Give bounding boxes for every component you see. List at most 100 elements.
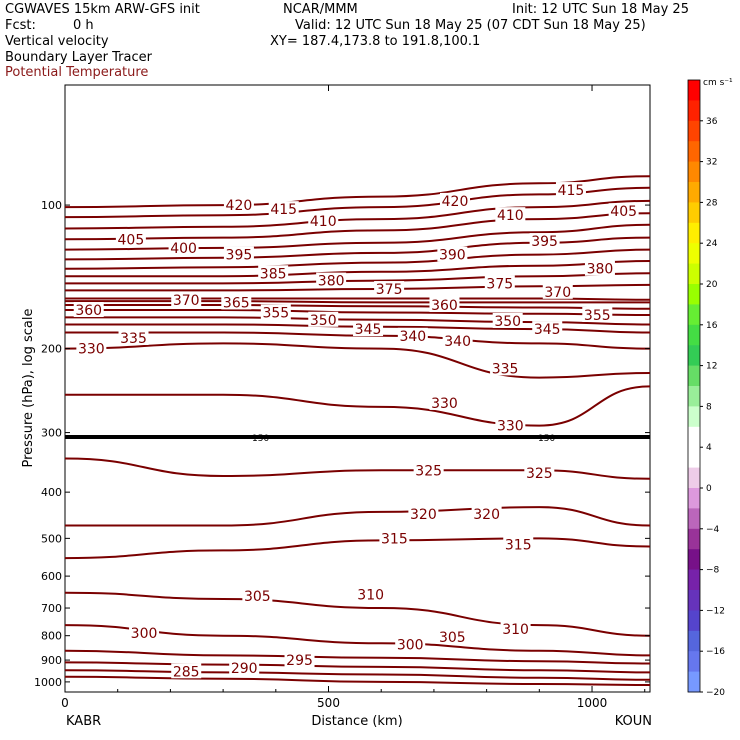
colorbar-label: 8 bbox=[706, 402, 712, 412]
contour-label-420: 420 bbox=[442, 194, 469, 210]
contour-label-bg bbox=[495, 417, 526, 433]
colorbar-label: 20 bbox=[706, 280, 718, 290]
contour-label-340: 340 bbox=[399, 329, 426, 345]
contour-label-bg bbox=[353, 321, 384, 337]
theta-contour-320 bbox=[64, 506, 651, 527]
contour-label-355: 355 bbox=[584, 308, 611, 324]
colorbar-label: 28 bbox=[706, 198, 718, 208]
colorbar-label: −8 bbox=[706, 566, 720, 576]
contour-group bbox=[64, 175, 651, 686]
model-title: CGWAVES 15km ARW-GFS init bbox=[5, 2, 200, 17]
contour-label-285: 285 bbox=[173, 664, 200, 680]
contour-label-405: 405 bbox=[610, 204, 637, 220]
theta-contour-310 bbox=[64, 591, 651, 637]
colorbar-swatch bbox=[688, 182, 700, 203]
x-tick-label: 500 bbox=[317, 696, 340, 710]
colorbar-swatch bbox=[688, 80, 700, 101]
y-tick-label: 100 bbox=[41, 199, 62, 212]
y-tick-label: 200 bbox=[41, 343, 62, 356]
colorbar-swatch bbox=[688, 488, 700, 509]
field-potential-temperature: Potential Temperature bbox=[5, 65, 149, 80]
colorbar-swatch bbox=[688, 243, 700, 265]
contour-label-350: 350 bbox=[494, 314, 521, 330]
colorbar-label: 32 bbox=[706, 158, 717, 168]
contour-label-310: 310 bbox=[357, 587, 384, 603]
contour-label-405: 405 bbox=[118, 232, 145, 248]
left-endpoint-label: KABR bbox=[66, 714, 101, 729]
colorbar-swatch bbox=[688, 508, 700, 530]
contour-label-bg bbox=[440, 192, 470, 208]
contour-label-415: 415 bbox=[270, 202, 297, 218]
contour-label-bg bbox=[316, 272, 347, 288]
theta-contour-355 bbox=[65, 308, 651, 316]
field-vertical-velocity: Vertical velocity bbox=[5, 34, 109, 49]
contour-label-325: 325 bbox=[526, 466, 553, 482]
contour-label-420: 420 bbox=[226, 198, 253, 214]
right-endpoint-label: KOUN bbox=[615, 714, 652, 729]
contour-label-330: 330 bbox=[78, 342, 105, 358]
colorbar-swatch bbox=[688, 528, 700, 550]
theta-contour-350 bbox=[65, 316, 651, 326]
y-tick-label: 500 bbox=[41, 532, 62, 545]
contour-label-340: 340 bbox=[444, 334, 471, 350]
contour-label-bg bbox=[584, 260, 615, 276]
colorbar-frame bbox=[687, 79, 701, 693]
contour-label-bg bbox=[437, 246, 468, 262]
field-boundary-layer-tracer: Boundary Layer Tracer bbox=[5, 50, 152, 65]
contour-label-320: 320 bbox=[410, 507, 437, 523]
y-tick-label: 400 bbox=[41, 486, 62, 499]
contour-label-bg bbox=[471, 506, 502, 522]
contour-label-325: 325 bbox=[415, 463, 442, 479]
x-tick-label: 1000 bbox=[577, 696, 608, 710]
theta-contour-325 bbox=[64, 457, 651, 480]
theta-contour-380 bbox=[65, 272, 651, 285]
contour-label-380: 380 bbox=[318, 274, 345, 290]
contour-label-bg bbox=[223, 246, 254, 262]
contour-label-345: 345 bbox=[355, 322, 382, 338]
colorbar-swatch bbox=[688, 386, 700, 407]
colorbar-label: 24 bbox=[706, 239, 718, 249]
tropopause-label-left: 150 bbox=[252, 434, 269, 444]
colorbar-swatch bbox=[688, 569, 700, 591]
theta-contour-400 bbox=[64, 223, 651, 251]
forecast-label: Fcst: bbox=[5, 18, 36, 33]
colorbar-label: −4 bbox=[706, 525, 720, 535]
contour-label-bg bbox=[221, 294, 252, 310]
contour-label-bg bbox=[73, 302, 104, 318]
y-tick-label: 1000 bbox=[34, 676, 62, 689]
colorbar-swatch bbox=[688, 630, 700, 652]
contour-label-bg bbox=[542, 283, 573, 299]
contour-label-bg bbox=[437, 628, 468, 644]
contour-label-300: 300 bbox=[131, 626, 158, 642]
contour-label-bg bbox=[268, 201, 299, 217]
contour-label-bg bbox=[223, 197, 254, 213]
contour-label-310: 310 bbox=[502, 622, 529, 638]
contour-label-330: 330 bbox=[497, 419, 524, 435]
contour-label-360: 360 bbox=[75, 303, 102, 319]
colorbar-swatch bbox=[688, 610, 700, 632]
contour-label-385: 385 bbox=[260, 266, 287, 282]
contour-label-410: 410 bbox=[310, 214, 337, 230]
contour-label-bg bbox=[429, 394, 460, 410]
contour-label-bg bbox=[397, 327, 428, 343]
colorbar-swatch bbox=[688, 324, 700, 346]
colorbar-swatch bbox=[688, 345, 700, 367]
x-axis-label: Distance (km) bbox=[311, 714, 402, 729]
contour-label-410: 410 bbox=[497, 208, 524, 224]
contour-label-305: 305 bbox=[244, 589, 271, 605]
colorbar-label: 36 bbox=[706, 117, 718, 127]
contour-label-415: 415 bbox=[558, 183, 585, 199]
contour-label-370: 370 bbox=[173, 293, 200, 309]
contour-label-group: 420 415 410 420 410 415 405 405 400 395 390 395 385 3… bbox=[73, 182, 639, 680]
contour-label-bg bbox=[76, 340, 107, 356]
valid-time: Valid: 12 UTC Sun 18 May 25 (07 CDT Sun … bbox=[295, 18, 646, 33]
contour-label-315: 315 bbox=[505, 537, 532, 553]
colorbar-swatch bbox=[688, 447, 700, 469]
theta-contour-405 bbox=[64, 212, 651, 241]
y-axis-label: Pressure (hPa), log scale bbox=[21, 309, 36, 468]
theta-contour-300 bbox=[64, 649, 651, 665]
contour-label-400: 400 bbox=[170, 241, 197, 257]
contour-label-bg bbox=[555, 182, 586, 198]
contour-label-bg bbox=[529, 233, 560, 249]
y-axis-ticks: 100 200 300 400 500 600 700 800 900 1000 bbox=[34, 199, 650, 689]
